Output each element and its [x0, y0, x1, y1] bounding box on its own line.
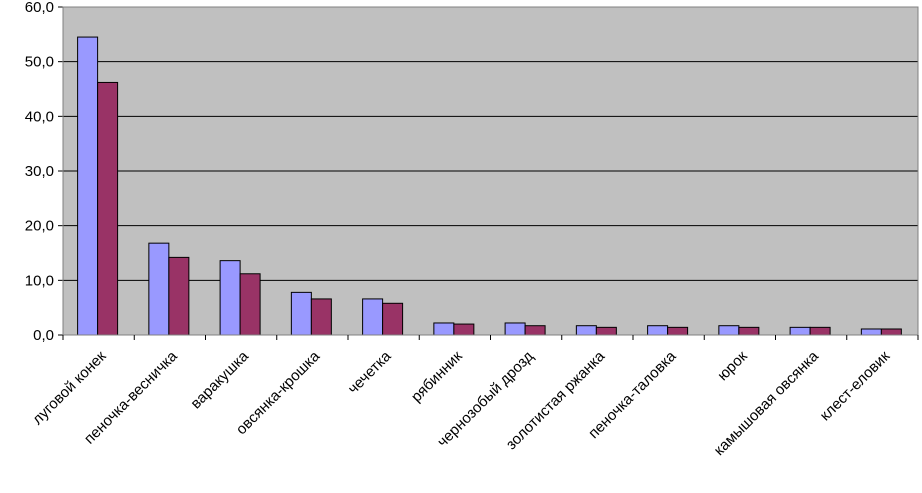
bar-series2 — [453, 323, 475, 336]
bar-series1 — [77, 36, 99, 336]
axes — [58, 6, 919, 340]
bar-series1 — [148, 242, 170, 336]
x-tick-label: луговой конек — [29, 347, 110, 428]
y-tick-labels: 0,0 10,0 20,0 30,0 40,0 50,0 60,0 — [25, 0, 54, 344]
bar-series2 — [382, 302, 404, 336]
bar-series2 — [595, 326, 617, 336]
y-tick-label: 10,0 — [25, 272, 54, 289]
bars — [77, 36, 902, 336]
bar-series2 — [310, 298, 332, 336]
x-tick-label: юрок — [714, 348, 751, 385]
x-tick-label: рябинник — [408, 348, 466, 406]
bar-series1 — [647, 325, 669, 336]
bar-series2 — [809, 326, 831, 336]
bar-series2 — [239, 273, 261, 336]
bar-series1 — [860, 328, 882, 336]
y-tick-label: 0,0 — [33, 327, 54, 344]
bar-series2 — [168, 256, 190, 336]
bar-series1 — [789, 326, 811, 336]
bar-series2 — [667, 326, 689, 336]
bar-series1 — [362, 298, 384, 336]
y-tick-label: 60,0 — [25, 0, 54, 16]
y-tick-label: 40,0 — [25, 108, 54, 125]
bar-series2 — [738, 326, 760, 336]
y-tick-label: 50,0 — [25, 54, 54, 71]
bar-series2 — [97, 81, 119, 336]
bar-series1 — [433, 322, 455, 336]
x-tick-label: клест-еловик — [817, 348, 894, 425]
bar-series1 — [718, 325, 740, 336]
bar-series1 — [219, 260, 241, 336]
bar-series2 — [880, 328, 902, 336]
bar-series1 — [290, 291, 312, 336]
bar-series2 — [524, 325, 546, 336]
bar-series1 — [504, 322, 526, 336]
x-tick-label: чечетка — [345, 347, 395, 397]
y-tick-label: 30,0 — [25, 163, 54, 180]
y-tick-label: 20,0 — [25, 218, 54, 235]
bar-series1 — [575, 325, 597, 336]
x-tick-label: варакушка — [187, 347, 252, 412]
